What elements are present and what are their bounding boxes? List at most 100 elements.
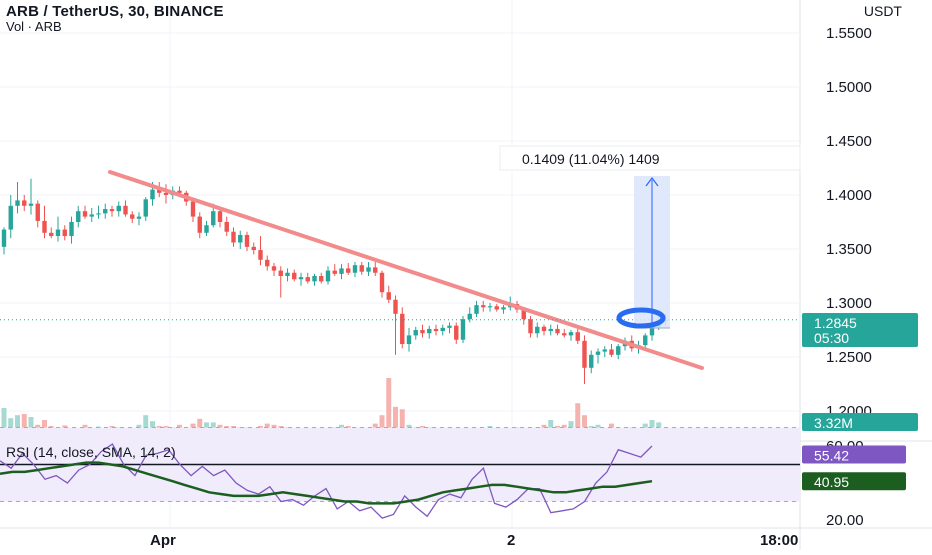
volume-tag-text: 3.32M (814, 415, 853, 431)
current-price-tag-text: 05:30 (814, 330, 849, 346)
price-tick-label: 1.3000 (826, 295, 872, 312)
candle-body (35, 203, 40, 221)
price-tick-label: 1.5500 (826, 25, 872, 42)
candle-body (244, 234, 250, 247)
candle-body (82, 211, 88, 217)
candle-body (649, 326, 655, 336)
candle-body (292, 272, 297, 280)
candle-body (116, 205, 121, 212)
candle-body (406, 335, 412, 345)
candle-body (440, 327, 445, 332)
candle-body (582, 340, 587, 368)
candle-body (373, 267, 378, 273)
candle-body (157, 189, 162, 193)
candle-body (89, 214, 94, 217)
candle-body (76, 211, 81, 222)
candle-body (379, 272, 385, 293)
candle-body (339, 268, 344, 274)
candle-body (494, 306, 499, 310)
candle-body (420, 330, 425, 334)
candle-body (42, 220, 47, 233)
rsi-legend[interactable]: RSI (14, close, SMA, 14, 2) (6, 444, 176, 460)
candle-body (69, 222, 74, 237)
time-label: 18:00 (760, 532, 798, 549)
candle-body (22, 200, 27, 206)
candle-body (386, 292, 391, 300)
candle-body (481, 305, 486, 308)
candle-body (251, 246, 256, 251)
candle-body (217, 211, 223, 222)
candle-body (177, 190, 182, 193)
candle-body (28, 203, 34, 206)
candle-body (555, 328, 560, 334)
volume-bar (15, 415, 20, 438)
price-tick-label: 1.4000 (826, 187, 872, 204)
candle-body (62, 229, 67, 237)
volume-bar (386, 378, 392, 438)
candle-body (163, 192, 169, 195)
candle-body (136, 216, 142, 219)
volume-bar (143, 415, 149, 438)
candle-body (568, 332, 574, 336)
candle-body (298, 277, 304, 280)
candle-body (393, 299, 398, 314)
candle-body (271, 266, 277, 271)
candle-body (447, 325, 452, 328)
candle-body (319, 276, 324, 282)
candle-body (103, 209, 108, 214)
candle-body (285, 272, 290, 276)
candle-body (643, 335, 648, 346)
candle-body (602, 349, 607, 352)
current-price-tag-bg (802, 313, 918, 347)
candle-body (312, 276, 317, 282)
candle-body (454, 325, 459, 340)
candle-body (1, 229, 7, 247)
candle-body (278, 270, 283, 276)
candle-body (521, 309, 526, 320)
candle-body (305, 277, 310, 282)
candle-body (325, 270, 331, 282)
candle-body (562, 333, 567, 336)
candle-body (413, 330, 418, 336)
candle-body (575, 332, 580, 341)
candle-body (150, 189, 155, 200)
candle-body (238, 234, 243, 243)
candle-body (487, 306, 493, 308)
price-tick-label: 1.5000 (826, 79, 872, 96)
candle-body (49, 232, 54, 237)
rsi-sma-tag-text: 40.95 (814, 474, 849, 490)
candle-body (427, 328, 432, 334)
measure-label: 0.1409 (11.04%) 1409 (522, 151, 660, 167)
candle-body (400, 313, 405, 345)
candle-body (346, 268, 351, 273)
rsi-sma-line (0, 461, 653, 505)
candle-body (541, 326, 547, 332)
current-price-tag-text: 1.2845 (814, 315, 857, 331)
candle-body (616, 346, 621, 355)
candle-body (204, 225, 209, 233)
volume-bar (575, 403, 581, 438)
candle-body (258, 250, 263, 260)
candle-body (96, 213, 101, 215)
time-label: 2 (507, 532, 515, 549)
currency-label: USDT (863, 3, 902, 19)
candle-body (109, 209, 115, 212)
candle-body (211, 211, 216, 226)
time-label: Apr (150, 532, 176, 549)
candle-body (609, 349, 614, 355)
candle-body (528, 319, 533, 334)
measure-arrowhead (645, 177, 659, 187)
symbol-title[interactable]: ARB / TetherUS, 30, BINANCE (6, 3, 224, 20)
volume-legend: Vol · ARB (6, 19, 62, 34)
candle-body (467, 313, 472, 320)
price-tick-label: 1.2500 (826, 349, 872, 366)
candle-body (332, 270, 337, 274)
volume-tag-bg (802, 413, 918, 431)
candle-body (366, 267, 371, 272)
candle-body (460, 319, 466, 340)
candle-body (501, 307, 506, 310)
candle-body (143, 199, 148, 217)
volume-bar (1, 408, 7, 438)
